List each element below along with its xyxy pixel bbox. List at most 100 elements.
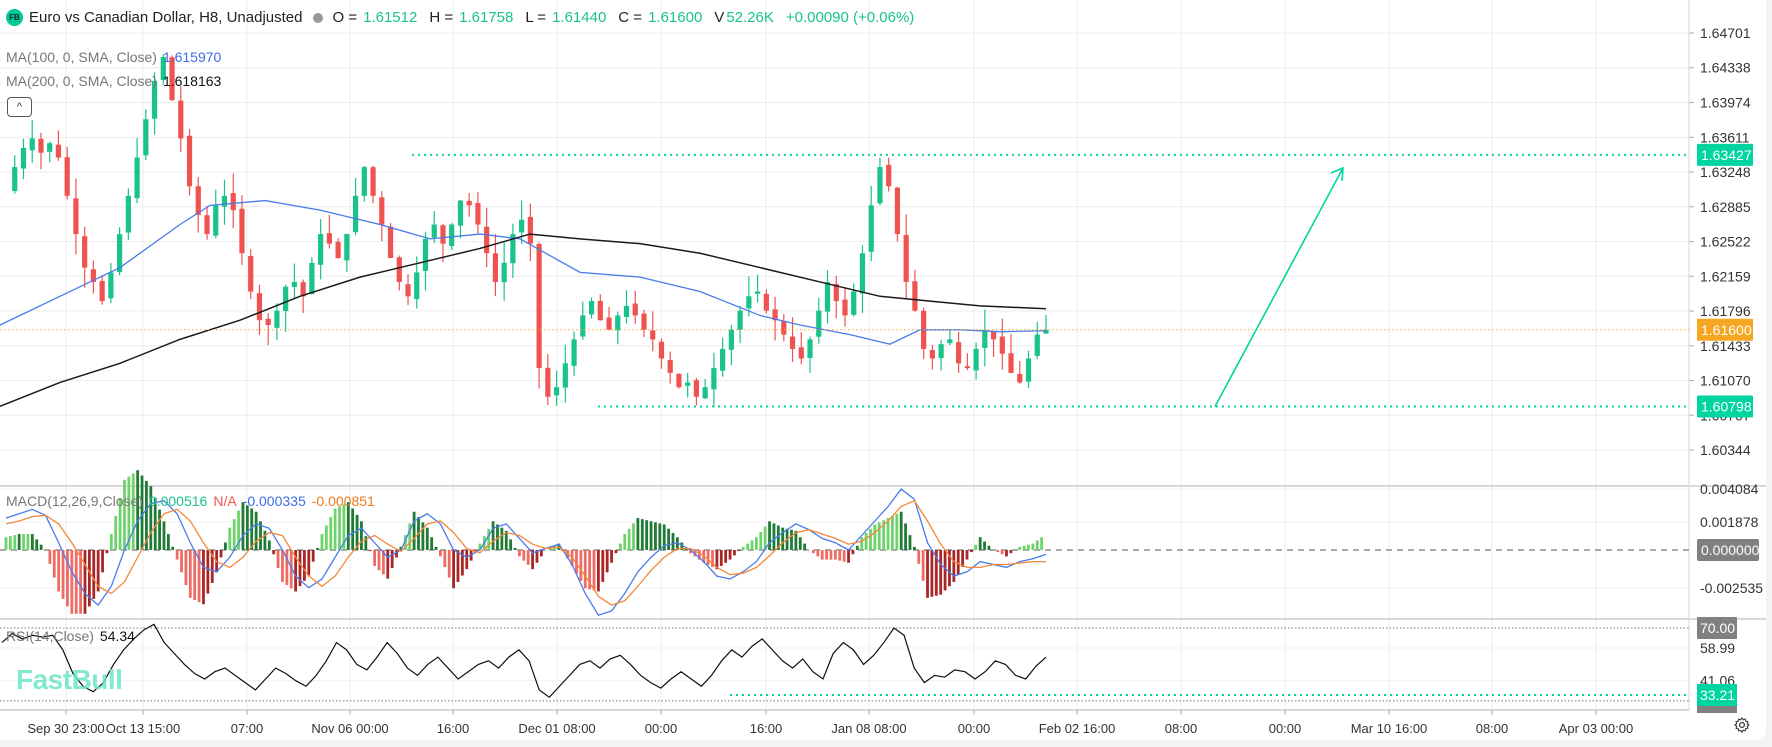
candle-down[interactable] [527,216,533,244]
candle-down[interactable] [772,309,778,321]
candle-up[interactable] [947,339,953,344]
candle-up[interactable] [151,80,158,119]
candle-down[interactable] [370,167,376,196]
candle-up[interactable] [519,219,525,233]
candle-up[interactable] [501,262,507,283]
candle-up[interactable] [1025,358,1032,382]
candle-up[interactable] [309,262,315,295]
candle-down[interactable] [55,144,62,158]
candle-up[interactable] [711,368,717,390]
candle-down[interactable] [396,257,402,282]
candle-down[interactable] [186,135,193,187]
candle-down[interactable] [763,293,769,311]
candle-down[interactable] [693,380,700,397]
ma200-legend[interactable]: MA(200, 0, SMA, Close) 1.618163 [6,73,221,89]
candle-up[interactable] [720,348,726,371]
candle-up[interactable] [982,329,988,348]
candle-down[interactable] [781,321,787,335]
macd-legend[interactable]: MACD(12,26,9,Close) 0.000516 N/A -0.0003… [6,493,375,509]
candle-up[interactable] [134,157,140,199]
candle-down[interactable] [335,241,341,259]
candle-up[interactable] [510,234,516,264]
candle-up[interactable] [47,143,53,152]
candle-down[interactable] [475,203,481,225]
candle-down[interactable] [929,350,935,359]
candle-down[interactable] [204,215,210,235]
symbol-title[interactable]: Euro vs Canadian Dollar, H8, Unadjusted [29,9,303,26]
candle-up[interactable] [877,167,883,204]
candle-down[interactable] [650,330,656,340]
candle-up[interactable] [344,234,350,261]
candle-up[interactable] [728,329,734,350]
candle-down[interactable] [597,300,603,321]
candle-down[interactable] [326,233,332,244]
candle-up[interactable] [143,119,149,156]
candle-up[interactable] [29,138,35,151]
ma100-legend[interactable]: MA(100, 0, SMA, Close) 1.615970 [6,49,221,65]
candle-up[interactable] [352,195,359,233]
candle-up[interactable] [117,234,123,273]
candle-up[interactable] [431,224,437,238]
candle-up[interactable] [20,147,27,169]
candle-up[interactable] [824,281,831,312]
candle-down[interactable] [999,336,1005,354]
candle-down[interactable] [658,341,665,359]
candle-up[interactable] [623,305,630,317]
candle-up[interactable] [283,286,289,311]
candle-up[interactable] [859,253,866,294]
candle-up[interactable] [213,205,219,236]
candle-up[interactable] [1043,329,1049,334]
candle-down[interactable] [169,57,175,101]
candle-up[interactable] [414,272,420,300]
candle-down[interactable] [466,200,472,206]
candle-down[interactable] [1017,373,1023,383]
candle-up[interactable] [580,315,586,337]
candle-down[interactable] [886,164,892,187]
candle-down[interactable] [484,226,490,254]
candle-down[interactable] [833,284,839,302]
candle-up[interactable] [807,339,813,359]
candle-down[interactable] [178,100,184,139]
candle-up[interactable] [615,315,621,331]
candle-down[interactable] [64,157,70,196]
candle-up[interactable] [108,272,114,299]
candle-up[interactable] [562,363,568,388]
candle-down[interactable] [990,331,997,340]
candle-up[interactable] [754,291,761,294]
candle-up[interactable] [571,339,577,366]
candle-up[interactable] [291,281,298,287]
candle-down[interactable] [798,347,804,359]
candle-down[interactable] [964,366,970,369]
candle-down[interactable] [545,367,551,397]
candle-up[interactable] [973,348,979,371]
candle-up[interactable] [221,195,228,207]
candle-down[interactable] [440,225,446,244]
candle-down[interactable] [632,303,638,316]
candle-up[interactable] [125,195,131,233]
candle-down[interactable] [405,284,411,297]
candle-down[interactable] [641,313,647,330]
candle-down[interactable] [73,198,79,235]
candle-up[interactable] [553,387,560,396]
candle-down[interactable] [912,281,918,311]
candle-down[interactable] [492,253,499,282]
candle-up[interactable] [274,310,280,328]
candle-down[interactable] [894,187,901,235]
candle-down[interactable] [676,373,682,388]
rsi-legend[interactable]: RSI(14,Close) 54.34 [6,628,135,644]
candle-down[interactable] [90,269,96,282]
candle-down[interactable] [99,280,105,302]
candle-down[interactable] [239,208,245,254]
candle-up[interactable] [318,234,324,265]
candle-down[interactable] [842,299,848,316]
projection-arrow[interactable] [1214,167,1344,407]
candle-down[interactable] [230,193,236,211]
candle-up[interactable] [449,224,455,247]
candle-down[interactable] [387,226,394,259]
candle-up[interactable] [1034,334,1040,356]
candle-up[interactable] [851,291,857,315]
candle-up[interactable] [702,387,708,399]
candle-up[interactable] [938,344,944,359]
candle-down[interactable] [956,342,962,364]
